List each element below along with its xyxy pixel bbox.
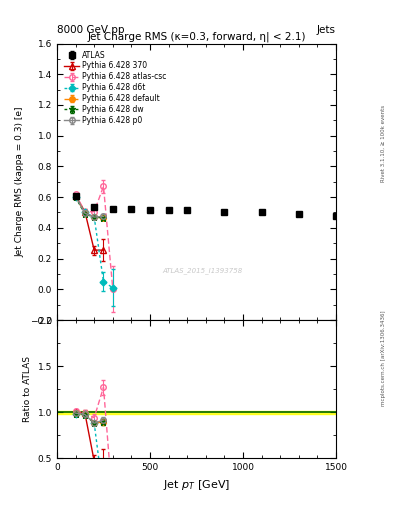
Text: 8000 GeV pp: 8000 GeV pp <box>57 25 125 35</box>
Text: ATLAS_2015_I1393758: ATLAS_2015_I1393758 <box>162 267 242 273</box>
Text: mcplots.cern.ch [arXiv:1306.3436]: mcplots.cern.ch [arXiv:1306.3436] <box>381 311 386 406</box>
Text: Jets: Jets <box>317 25 336 35</box>
Legend: ATLAS, Pythia 6.428 370, Pythia 6.428 atlas-csc, Pythia 6.428 d6t, Pythia 6.428 : ATLAS, Pythia 6.428 370, Pythia 6.428 at… <box>62 49 168 126</box>
Text: Rivet 3.1.10, ≥ 100k events: Rivet 3.1.10, ≥ 100k events <box>381 105 386 182</box>
Y-axis label: Jet Charge RMS (kappa = 0.3) [e]: Jet Charge RMS (kappa = 0.3) [e] <box>16 106 25 257</box>
X-axis label: Jet $p_{T}$ [GeV]: Jet $p_{T}$ [GeV] <box>163 478 230 492</box>
Y-axis label: Ratio to ATLAS: Ratio to ATLAS <box>23 356 32 422</box>
Bar <box>57 411 336 414</box>
Title: Jet Charge RMS (κ=0.3, forward, η| < 2.1): Jet Charge RMS (κ=0.3, forward, η| < 2.1… <box>87 31 306 42</box>
